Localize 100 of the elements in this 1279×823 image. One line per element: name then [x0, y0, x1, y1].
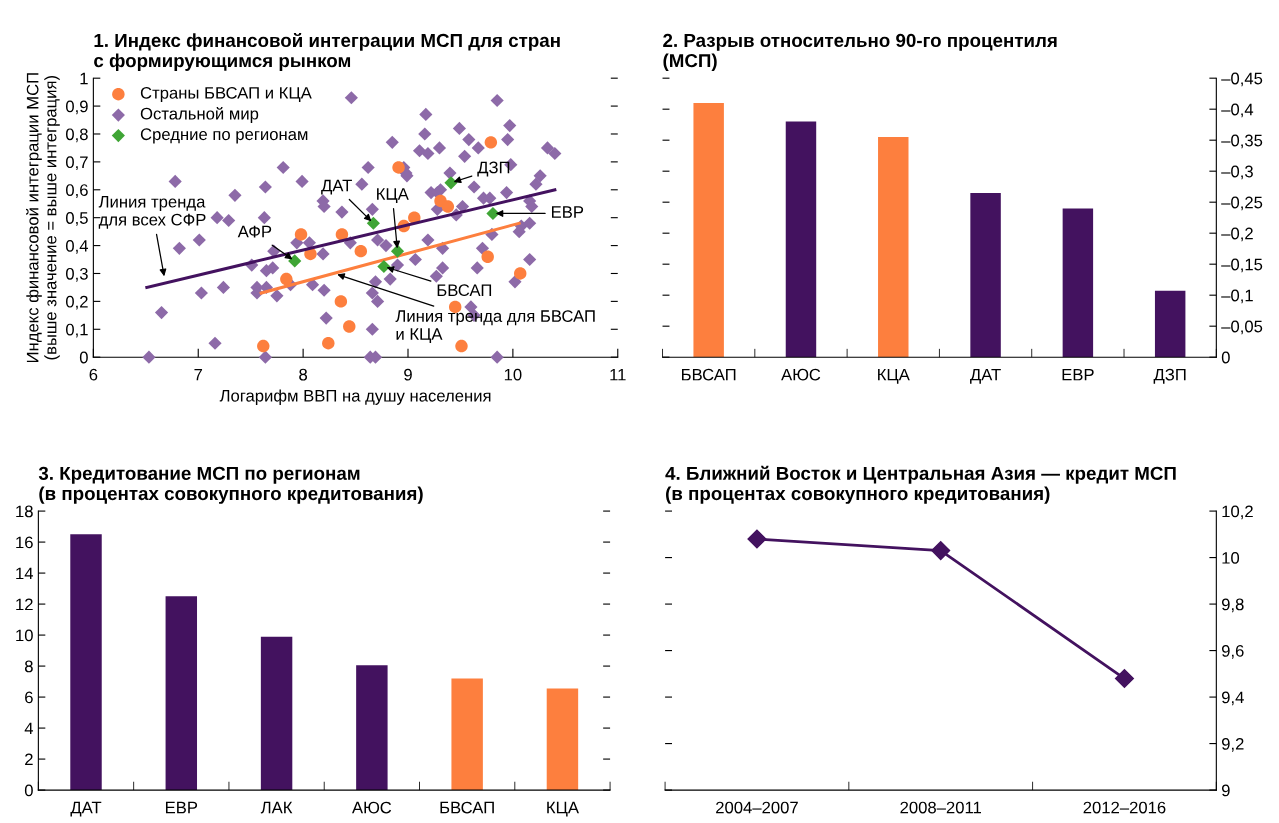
y-tick-label: 8	[24, 660, 33, 673]
x-tick-label: ДАТ	[70, 801, 102, 817]
y-tick-label: –0,3	[1221, 165, 1253, 180]
point	[481, 250, 494, 263]
point	[366, 216, 380, 230]
y-tick-label: –0,05	[1221, 320, 1263, 335]
point	[294, 228, 308, 241]
x-tick-label: 6	[89, 368, 98, 381]
x-axis-title: Логарифм ВВП на душу населения	[219, 389, 491, 405]
point	[390, 244, 405, 258]
y-tick-label: 0,8	[65, 128, 88, 143]
annotation: ДЗП	[477, 161, 510, 177]
bar	[260, 636, 293, 791]
x-tick-label: БВСАП	[682, 368, 736, 381]
y-tick-label: 10	[16, 629, 33, 642]
x-tick-label: 7	[194, 368, 203, 381]
y-tick-label: 9,2	[1221, 737, 1244, 752]
annotation: БВСАП	[437, 284, 492, 297]
x-tick-label: 8	[299, 368, 308, 381]
y-tick-label: 9,8	[1221, 598, 1244, 613]
y-tick-label: 0,9	[65, 100, 88, 115]
x-tick-label: ЛАК	[260, 801, 293, 814]
point	[392, 161, 405, 174]
annotation: АФР	[237, 225, 272, 238]
y-tick-label: 10	[1222, 551, 1240, 564]
x-tick-label: АЮС	[781, 368, 821, 381]
x-tick-label: ЕВР	[165, 801, 198, 814]
x-tick-label: ДЗП	[1153, 368, 1186, 384]
point	[377, 259, 391, 274]
x-tick-label: 10	[504, 368, 522, 381]
y-tick-label: –0,1	[1221, 289, 1253, 304]
y-tick-label: 0,5	[65, 212, 88, 226]
y-tick-label: 1	[80, 72, 88, 85]
point	[484, 136, 498, 149]
y-tick-label: 0	[79, 351, 88, 364]
point	[486, 206, 500, 221]
y-tick-label: 14	[16, 567, 34, 580]
chart-title: 2. Разрыв относительно 90-го процентиля (МСП)	[663, 33, 1057, 71]
bar	[165, 596, 198, 791]
annotation: КЦА	[377, 188, 409, 203]
y-tick-label: 4	[24, 722, 34, 735]
y-tick-label: 16	[16, 536, 33, 549]
y-tick-label: –0,4	[1221, 103, 1254, 118]
point	[444, 176, 458, 190]
chart-title: 4. Ближний Восток и Центральная Азия — кредит МСП (в процентах совокупного кредитования)	[665, 465, 1176, 504]
y-tick-label: 0,3	[65, 267, 88, 282]
legend-label: Средние по регионам	[140, 128, 308, 144]
annotation: Линия тренда для всех СФР	[98, 195, 206, 229]
y-tick-label: 0,2	[65, 295, 88, 310]
x-tick-label: 11	[610, 368, 626, 381]
x-tick-label: 2012–2016	[1083, 801, 1166, 814]
legend-label: Страны БВСАП и КЦА	[140, 86, 312, 103]
point	[441, 200, 455, 213]
point	[931, 541, 951, 561]
point	[354, 244, 368, 258]
y-tick-label: 0	[1221, 351, 1230, 364]
point	[322, 337, 335, 350]
chart-title: 1. Индекс финансовой интеграции МСП для стран с формирующимся рынком	[94, 32, 560, 71]
y-tick-label: –0,15	[1221, 258, 1263, 273]
y-tick-label: 12	[16, 598, 33, 611]
x-tick-label: ДАТ	[970, 368, 1001, 384]
x-tick-label: 9	[404, 368, 412, 381]
point	[747, 529, 767, 549]
y-tick-label: 0,4	[65, 239, 89, 254]
bar	[356, 665, 388, 791]
y-tick-label: 18	[16, 505, 33, 518]
y-tick-label: 6	[25, 691, 33, 704]
x-tick-label: АЮС	[352, 801, 392, 814]
y-tick-label: 0,7	[65, 156, 88, 171]
x-tick-label: КЦА	[547, 801, 579, 817]
y-tick-label: –0,25	[1221, 196, 1263, 211]
legend-label: Остальной мир	[140, 107, 259, 123]
point	[257, 339, 270, 353]
y-tick-label: 9,6	[1221, 644, 1244, 659]
x-tick-label: КЦА	[878, 368, 910, 384]
y-tick-label: 0	[24, 784, 33, 797]
point	[343, 320, 356, 333]
x-tick-label: 2008–2011	[900, 801, 981, 814]
bar	[451, 678, 483, 791]
point	[280, 272, 293, 286]
y-tick-label: –0,45	[1221, 72, 1263, 87]
point	[455, 339, 468, 353]
x-tick-label: ЕВР	[1062, 368, 1094, 381]
point	[334, 295, 348, 308]
point	[1114, 668, 1134, 689]
bar	[70, 534, 102, 791]
y-tick-label: –0,35	[1221, 134, 1263, 149]
y-tick-label: 10,2	[1222, 505, 1253, 520]
x-tick-label: БВСАП	[440, 801, 494, 814]
point	[514, 267, 527, 280]
bar	[546, 688, 579, 791]
x-tick-label: 2004–2007	[716, 801, 798, 814]
point	[335, 228, 349, 241]
annotation: ДАТ	[321, 179, 352, 195]
y-tick-label: 0,6	[65, 184, 88, 198]
y-tick-label: 0,1	[65, 323, 88, 338]
y-tick-label: 2	[25, 753, 33, 766]
point	[288, 254, 302, 268]
y-tick-label: 9	[1221, 784, 1230, 797]
chart-title: 3. Кредитование МСП по регионам (в процентах совокупного кредитования)	[38, 466, 423, 504]
